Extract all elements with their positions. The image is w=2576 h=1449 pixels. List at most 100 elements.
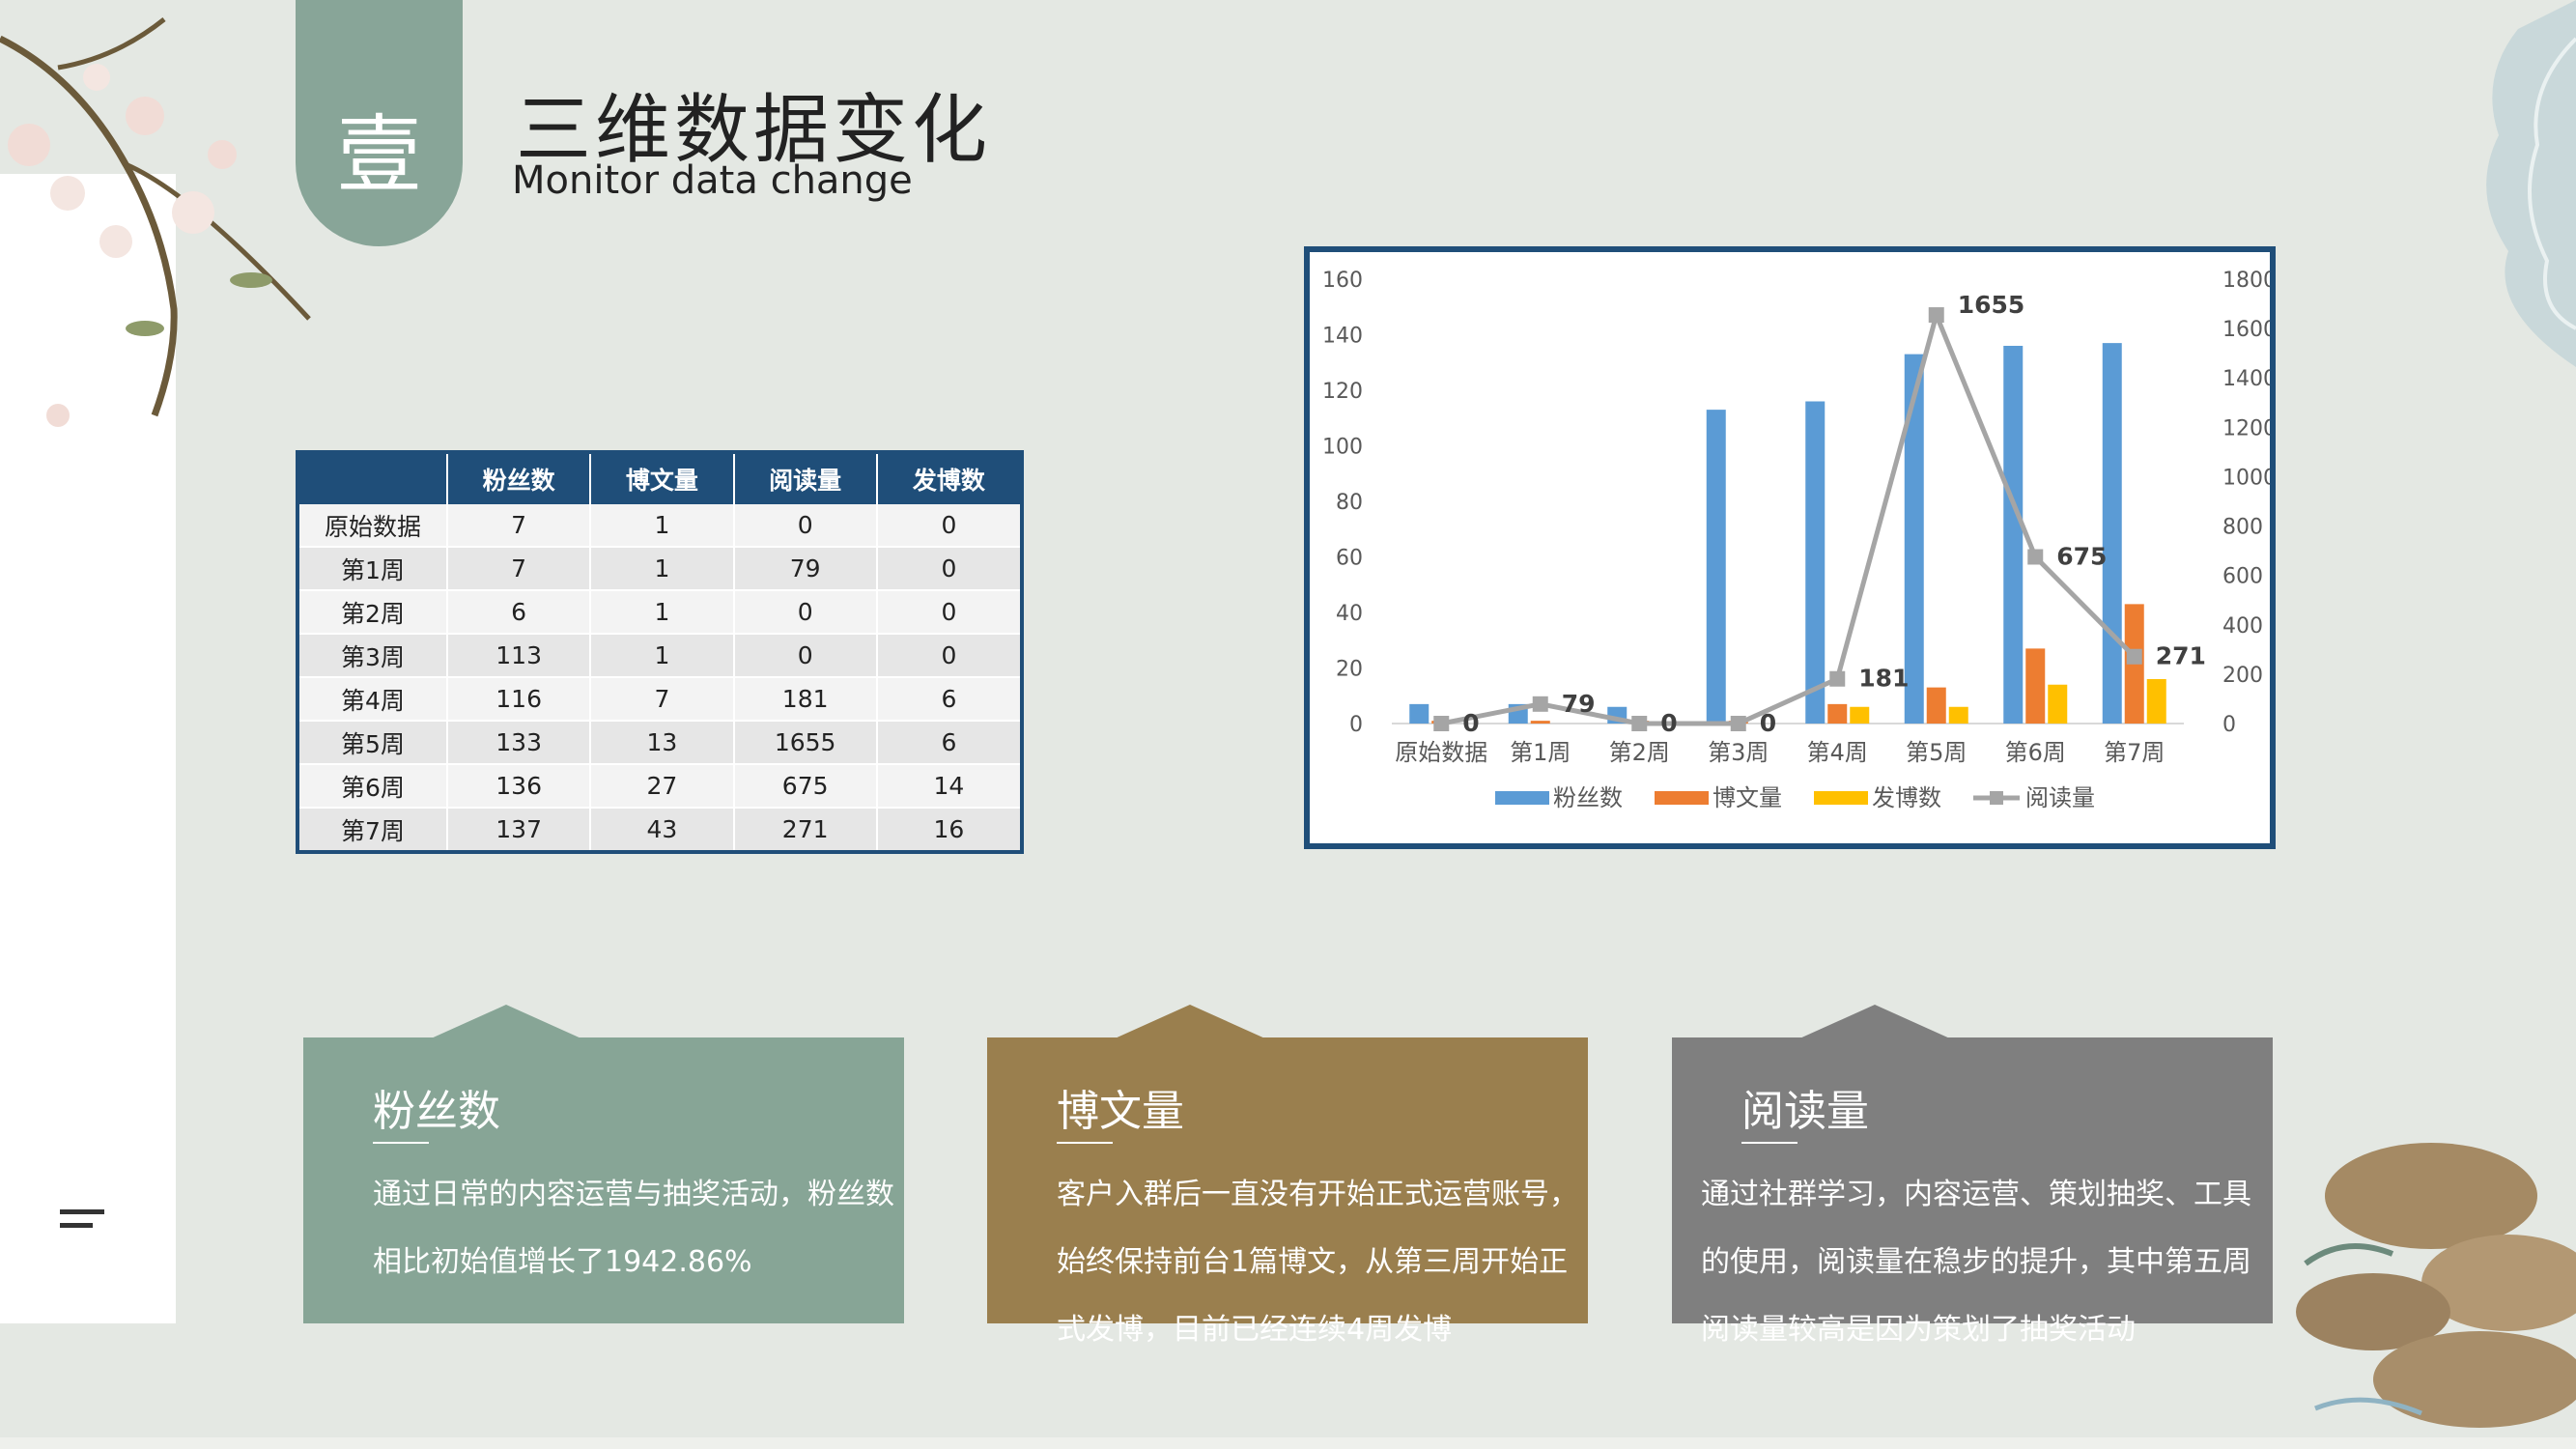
table-cell: 第5周 xyxy=(297,721,448,765)
left-axis-tick-label: 0 xyxy=(1349,713,1363,737)
table-cell: 1 xyxy=(590,504,735,548)
table-cell: 6 xyxy=(876,677,1024,722)
table-cell: 0 xyxy=(876,504,1024,548)
table-cell: 7 xyxy=(590,677,735,722)
left-axis-tick-label: 20 xyxy=(1336,658,1363,682)
table-header-cell xyxy=(297,452,448,504)
table-cell: 136 xyxy=(447,764,592,809)
table-row: 第6周 136 27 675 14 xyxy=(297,764,1024,809)
table-cell: 116 xyxy=(447,677,592,722)
table-row: 第5周 133 13 1655 6 xyxy=(297,721,1024,765)
category-label: 第2周 xyxy=(1609,739,1670,766)
reads-marker xyxy=(1631,716,1648,731)
table-row: 第1周 7 1 79 0 xyxy=(297,547,1024,591)
card-text: 通过日常的内容运营与抽奖活动，粉丝数相比初始值增长了1942.86% xyxy=(373,1178,894,1279)
table-cell: 6 xyxy=(447,590,592,635)
bar-3 xyxy=(1948,706,1968,724)
right-axis-tick-label: 0 xyxy=(2222,713,2236,737)
left-axis-tick-label: 160 xyxy=(1322,269,1363,293)
card-text: 客户入群后一直没有开始正式运营账号，始终保持前台1篇博文，从第三周开始正式发博，… xyxy=(1057,1178,1578,1347)
bar-2 xyxy=(1530,721,1550,724)
table-cell: 16 xyxy=(876,808,1024,853)
lattice-decoration xyxy=(2486,0,2576,367)
bar-3 xyxy=(1850,706,1870,724)
data-table: 粉丝数 博文量 阅读量 发博数 原始数据 7 1 0 0 第1周 7 1 79 0 第2周 6 1 0… xyxy=(296,450,1024,854)
table-cell: 43 xyxy=(590,808,735,853)
bar-3 xyxy=(2048,684,2068,724)
bar-1 xyxy=(1409,703,1430,724)
left-axis-tick-label: 120 xyxy=(1322,380,1363,404)
table-cell: 271 xyxy=(733,808,878,853)
reads-data-label: 0 xyxy=(1462,709,1479,737)
table-cell: 第1周 xyxy=(297,547,448,591)
table-cell: 0 xyxy=(733,590,878,635)
table-cell: 1 xyxy=(590,634,735,678)
card-posts: 博文量 客户入群后一直没有开始正式运营账号，始终保持前台1篇博文，从第三周开始正… xyxy=(987,1005,1588,1347)
table-row: 第4周 116 7 181 6 xyxy=(297,677,1024,722)
bar-3 xyxy=(2146,679,2166,724)
reads-data-label: 271 xyxy=(2156,642,2206,670)
card-body: 粉丝数 通过日常的内容运营与抽奖活动，粉丝数相比初始值增长了1942.86% xyxy=(303,1037,904,1323)
right-axis-tick-label: 800 xyxy=(2222,516,2263,540)
table-cell: 第3周 xyxy=(297,634,448,678)
card-title: 粉丝数 xyxy=(373,1087,500,1136)
reads-marker xyxy=(1829,670,1846,687)
left-axis-tick-label: 140 xyxy=(1322,325,1363,349)
legend-swatch xyxy=(1655,791,1709,805)
category-label: 第4周 xyxy=(1807,739,1868,766)
badge-text: 壹 xyxy=(336,105,422,205)
reads-marker xyxy=(2126,648,2142,665)
table-cell: 第6周 xyxy=(297,764,448,809)
table-cell: 7 xyxy=(447,504,592,548)
left-axis-tick-label: 40 xyxy=(1336,602,1363,626)
table-cell: 第2周 xyxy=(297,590,448,635)
reads-marker xyxy=(2027,549,2044,565)
reads-data-label: 0 xyxy=(1660,709,1677,737)
page-title: 三维数据变化 xyxy=(516,87,992,174)
reads-marker xyxy=(1532,696,1548,712)
bar-2 xyxy=(1827,703,1848,724)
menu-icon[interactable] xyxy=(60,1209,104,1231)
right-axis-tick-label: 600 xyxy=(2222,565,2263,589)
table-cell: 0 xyxy=(876,547,1024,591)
legend-swatch xyxy=(1814,791,1868,805)
reads-data-label: 79 xyxy=(1562,690,1596,718)
card-divider xyxy=(1741,1142,1798,1144)
reads-marker xyxy=(1730,716,1746,731)
rocks-decoration xyxy=(2296,1143,2576,1428)
page-subtitle: Monitor data change xyxy=(512,158,913,203)
category-label: 原始数据 xyxy=(1395,739,1487,766)
card-body: 博文量 客户入群后一直没有开始正式运营账号，始终保持前台1篇博文，从第三周开始正… xyxy=(987,1037,1588,1347)
table-cell: 0 xyxy=(733,504,878,548)
reads-data-label: 675 xyxy=(2056,543,2107,571)
right-axis-tick-label: 1800 xyxy=(2222,269,2270,293)
table-cell: 27 xyxy=(590,764,735,809)
table-cell: 181 xyxy=(733,677,878,722)
table-cell: 7 xyxy=(447,547,592,591)
reads-marker xyxy=(1433,716,1450,731)
reads-marker xyxy=(1928,307,1944,324)
card-title: 阅读量 xyxy=(1741,1087,1869,1136)
flower-branch-decoration xyxy=(0,17,311,427)
table-row: 原始数据 7 1 0 0 xyxy=(297,504,1024,548)
card-body: 阅读量 通过社群学习，内容运营、策划抽奖、工具的使用，阅读量在稳步的提升，其中第… xyxy=(1672,1037,2273,1347)
bar-1 xyxy=(1805,401,1826,724)
table-cell: 第7周 xyxy=(297,808,448,853)
card-notch xyxy=(429,1005,583,1039)
card-notch xyxy=(1113,1005,1267,1039)
table-cell: 133 xyxy=(447,721,592,765)
table-cell: 1 xyxy=(590,590,735,635)
table-cell: 6 xyxy=(876,721,1024,765)
card-divider xyxy=(373,1142,429,1144)
card-title: 博文量 xyxy=(1057,1087,1184,1136)
card-divider xyxy=(1057,1142,1113,1144)
table-header-cell: 粉丝数 xyxy=(447,452,592,504)
right-axis-tick-label: 1400 xyxy=(2222,367,2270,391)
category-label: 第5周 xyxy=(1906,739,1967,766)
right-axis-tick-label: 1000 xyxy=(2222,466,2270,490)
table-header-cell: 博文量 xyxy=(590,452,735,504)
card-notch xyxy=(1798,1005,1952,1039)
left-axis-tick-label: 60 xyxy=(1336,547,1363,571)
table-cell: 675 xyxy=(733,764,878,809)
right-axis-tick-label: 1200 xyxy=(2222,416,2270,440)
